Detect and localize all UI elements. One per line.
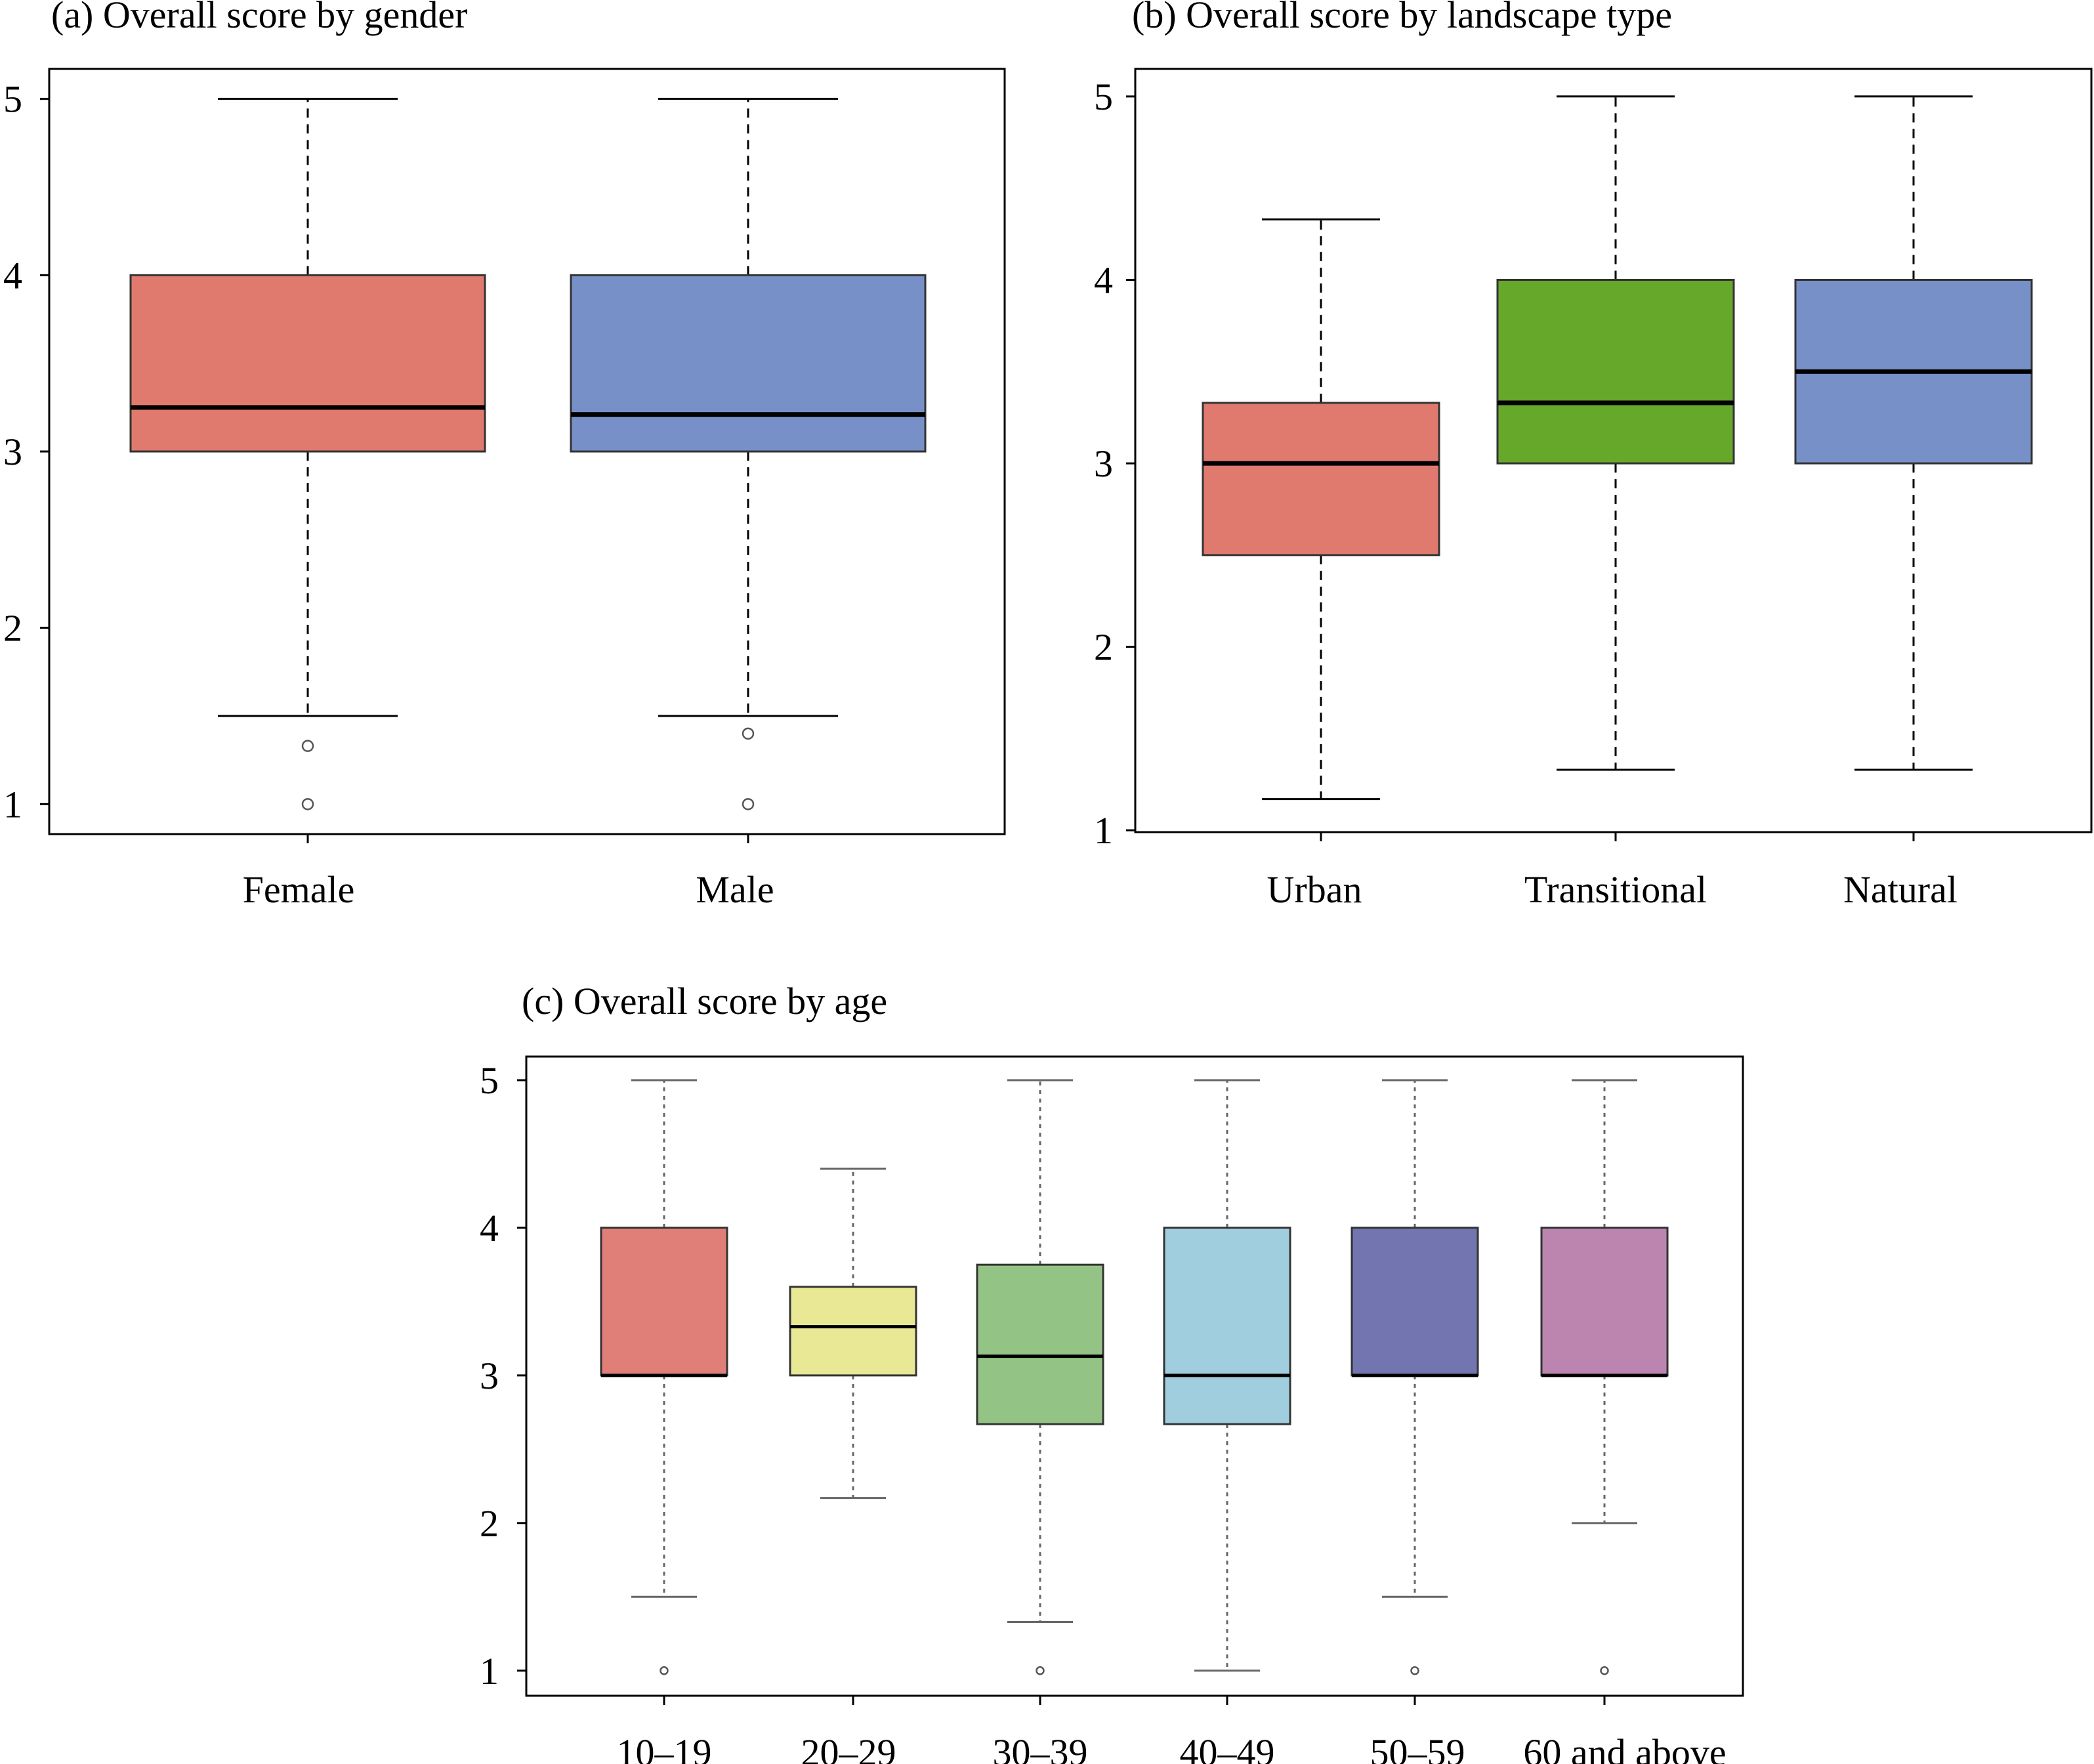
box-10-19 — [600, 1079, 728, 1675]
x-category-label: Female — [243, 868, 355, 911]
box-body — [1351, 1227, 1479, 1377]
chart-panel-1: (b) Overall score by landscape type 1 2 3 4 5… — [1094, 0, 2093, 911]
box-body — [1540, 1227, 1669, 1377]
plot-frame — [1134, 68, 2093, 833]
box-60-and-above — [1540, 1079, 1669, 1675]
y-tick-label: 3 — [3, 430, 22, 473]
x-category-label: Urban — [1267, 868, 1362, 911]
y-tick-label: 5 — [3, 78, 22, 121]
outlier-point — [660, 1666, 669, 1675]
box-transitional — [1496, 95, 1735, 771]
box-male — [570, 98, 927, 810]
y-tick-label: 5 — [1094, 75, 1113, 118]
x-category-label: 10–19 — [617, 1731, 712, 1764]
y-tick-label: 4 — [480, 1207, 499, 1250]
outlier-point — [301, 740, 314, 752]
chart-panel-0: (a) Overall score by gender 1 2 3 4 5 Female Ma… — [3, 0, 1006, 911]
x-category-label: Male — [696, 868, 774, 911]
y-tick-label: 4 — [1094, 259, 1113, 302]
x-category-label: 20–29 — [801, 1731, 896, 1764]
y-tick-label: 5 — [480, 1059, 499, 1102]
plot-frame — [525, 1055, 1744, 1697]
box-natural — [1794, 95, 2033, 771]
x-category-label: 30–39 — [993, 1731, 1088, 1764]
box-50-59 — [1351, 1079, 1479, 1675]
box-body — [789, 1286, 917, 1377]
outlier-point — [301, 798, 314, 810]
y-tick-label: 4 — [3, 254, 22, 297]
x-category-label: 50–59 — [1370, 1731, 1465, 1764]
chart-title: (b) Overall score by landscape type — [1132, 0, 1672, 36]
x-category-label: Natural — [1843, 868, 1958, 911]
box-body — [1163, 1227, 1291, 1425]
y-tick-label: 1 — [1094, 809, 1113, 852]
box-30-39 — [976, 1079, 1104, 1675]
y-tick-label: 2 — [480, 1502, 499, 1545]
box-body — [976, 1263, 1104, 1425]
box-40-49 — [1163, 1079, 1291, 1672]
y-tick-label: 3 — [480, 1354, 499, 1397]
box-body — [600, 1227, 728, 1377]
chart-panel-2: (c) Overall score by age 1 2 3 4 5 10–19 20–29 3… — [480, 980, 1744, 1764]
outlier-point — [742, 798, 755, 810]
chart-title: (c) Overall score by age — [522, 980, 887, 1022]
outlier-point — [1600, 1666, 1609, 1675]
box-female — [129, 98, 486, 810]
box-urban — [1202, 218, 1440, 801]
y-tick-label: 1 — [3, 783, 22, 826]
outlier-point — [1036, 1666, 1045, 1675]
box-body — [1202, 402, 1440, 556]
y-tick-label: 3 — [1094, 442, 1113, 485]
box-body — [570, 274, 927, 453]
outlier-point — [1410, 1666, 1419, 1675]
chart-title: (a) Overall score by gender — [51, 0, 467, 36]
box-20-29 — [789, 1167, 917, 1500]
x-category-label: 60 and above — [1523, 1731, 1726, 1764]
box-body — [129, 274, 486, 453]
plot-frame — [48, 68, 1006, 835]
y-tick-label: 2 — [3, 607, 22, 650]
y-tick-label: 2 — [1094, 626, 1113, 669]
y-tick-label: 1 — [480, 1650, 499, 1692]
x-category-label: Transitional — [1524, 868, 1707, 911]
outlier-point — [742, 727, 755, 740]
x-category-label: 40–49 — [1180, 1731, 1275, 1764]
box-body — [1496, 279, 1735, 465]
